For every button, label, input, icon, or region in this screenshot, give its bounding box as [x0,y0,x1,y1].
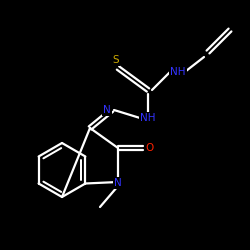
Text: S: S [113,55,119,65]
Text: N: N [103,105,111,115]
Text: N: N [114,178,122,188]
Text: NH: NH [140,113,156,123]
Text: O: O [146,143,154,153]
Text: NH: NH [170,67,186,77]
